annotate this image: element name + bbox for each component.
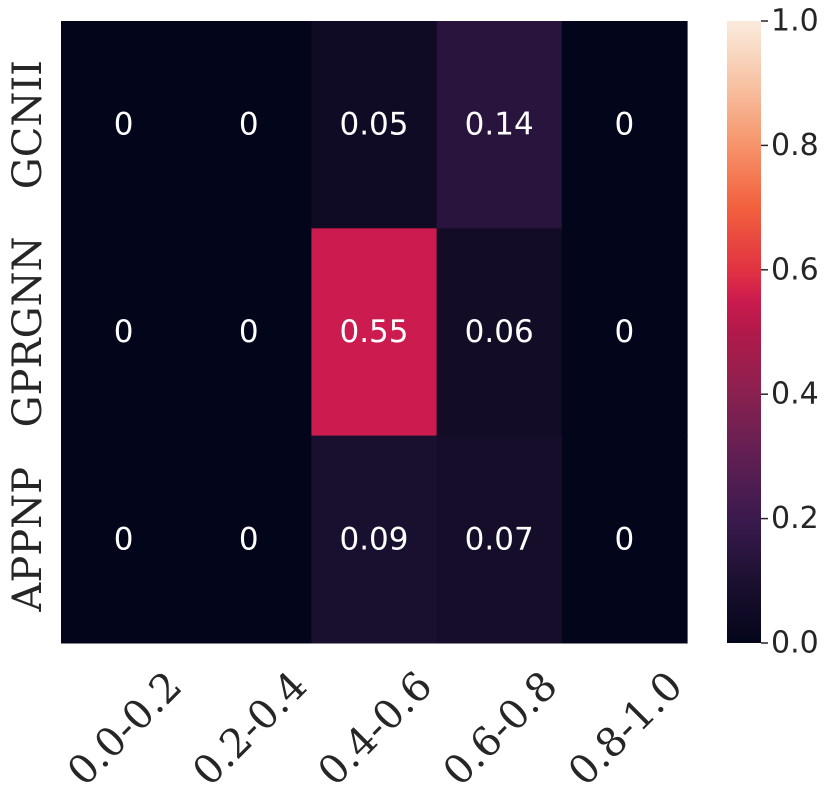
colorbar	[727, 21, 761, 643]
heatmap-cell	[61, 435, 187, 644]
heatmap-cell-label: 0	[239, 521, 259, 557]
heatmap-cell	[186, 228, 312, 437]
heatmap-cell	[561, 435, 688, 644]
heatmap-cell	[311, 228, 438, 437]
colorbar-tick-label: 0.4	[771, 377, 819, 412]
heatmap-cell-label: 0	[114, 521, 134, 557]
y-tick-label: APPNP	[5, 467, 51, 613]
heatmap-cell-label: 0.07	[465, 521, 534, 557]
heatmap-cell	[186, 21, 312, 229]
heatmap-cell	[311, 21, 438, 229]
y-tick-label: GCNII	[5, 60, 51, 189]
y-tick-label: GPRGNN	[5, 236, 51, 427]
heatmap-cell	[436, 21, 563, 229]
heatmap-cell	[61, 228, 187, 437]
heatmap-cell-label: 0	[114, 107, 134, 143]
x-tick-label: 0.8-1.0	[560, 663, 692, 793]
heatmap-cell-labels: 0 0 0.05 0.14 0 0 0 0.55 0.06 0 0 0 0.09 0.07 0	[114, 107, 635, 558]
heatmap-cell	[436, 435, 563, 644]
colorbar-tick-label: 0.2	[771, 501, 819, 536]
x-tick-label: 0.6-0.8	[435, 663, 567, 793]
heatmap-cell-label: 0.09	[339, 521, 408, 557]
colorbar-tick-label: 0.8	[771, 128, 819, 163]
heatmap-cell-label: 0	[239, 107, 259, 143]
colorbar-ticks: 0.0 0.2 0.4 0.6 0.8 1.0	[761, 4, 819, 661]
heatmap-cell-label: 0	[114, 314, 134, 350]
heatmap-cell	[311, 435, 438, 644]
heatmap-cell	[61, 21, 187, 229]
colorbar-tick-label: 1.0	[771, 4, 819, 39]
heatmap-cell-label: 0.55	[339, 314, 408, 350]
x-tick-label: 0.4-0.6	[309, 663, 441, 793]
heatmap-cell-label: 0	[615, 521, 635, 557]
heatmap-cell-label: 0	[239, 314, 259, 350]
heatmap-cell	[561, 21, 688, 229]
heatmap-cell-label: 0.05	[339, 107, 408, 143]
heatmap-cell-label: 0.14	[465, 107, 534, 143]
y-axis-tick-labels: GCNII GPRGNN APPNP	[5, 60, 51, 613]
colorbar-tick-label: 0.0	[771, 626, 819, 661]
heatmap-cells	[61, 21, 688, 644]
colorbar-tick-label: 0.6	[771, 252, 819, 287]
heatmap-cell	[561, 228, 688, 437]
heatmap-cell	[436, 228, 563, 437]
x-tick-label: 0.0-0.2	[59, 663, 191, 793]
x-tick-label: 0.2-0.4	[184, 663, 316, 793]
heatmap-cell-label: 0	[615, 314, 635, 350]
heatmap-cell-label: 0	[615, 107, 635, 143]
x-axis-tick-labels: 0.0-0.20.2-0.40.4-0.60.6-0.80.8-1.0	[59, 663, 692, 793]
heatmap-cell	[186, 435, 312, 644]
heatmap-cell-label: 0.06	[465, 314, 534, 350]
